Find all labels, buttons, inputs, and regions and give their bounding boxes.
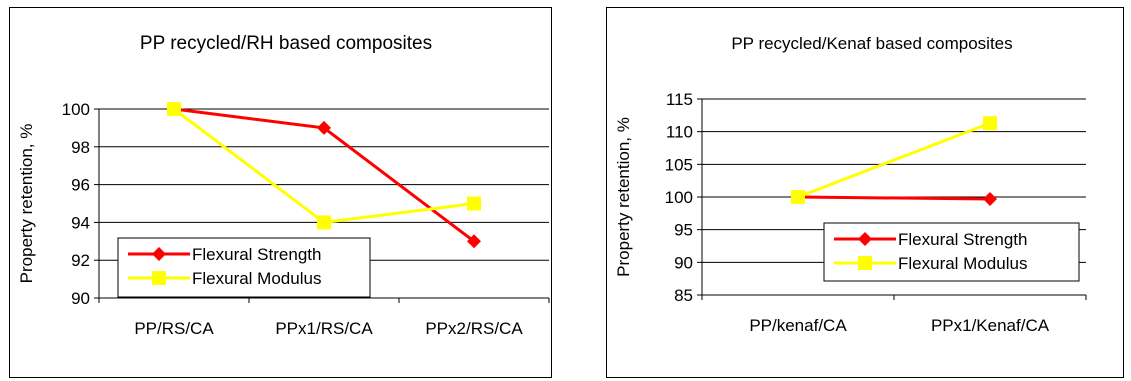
y-tick-label: 110 (666, 123, 693, 142)
chart-panel-kenaf: PP recycled/Kenaf based composites Proper… (606, 7, 1124, 378)
legend-box (823, 222, 1080, 282)
legend-entry: Flexural Modulus (898, 254, 1027, 273)
legend-swatch-marker (152, 247, 166, 261)
data-point (467, 234, 481, 249)
legend-swatch-marker (152, 271, 166, 285)
y-tick-label: 85 (674, 286, 693, 305)
chart-title: PP recycled/RH based composites (140, 33, 432, 54)
legend-entry: Flexural Modulus (192, 269, 321, 288)
y-tick-label: 100 (62, 100, 90, 119)
legend-swatch-marker (858, 256, 872, 270)
y-axis-label: Property retention, % (17, 124, 36, 284)
x-tick-label: PPx1/Kenaf/CA (931, 316, 1050, 335)
y-tick-label: 105 (665, 155, 693, 174)
y-tick-label: 95 (674, 221, 693, 240)
y-tick-label: 90 (71, 289, 90, 308)
data-point (467, 196, 481, 211)
y-axis-label: Property retention, % (614, 117, 633, 277)
data-point (317, 215, 331, 230)
series-line (797, 121, 991, 199)
series-line (797, 195, 991, 201)
x-tick-label: PP/kenaf/CA (749, 316, 847, 335)
chart-rh-composites: PP recycled/RH based composites Property … (17, 33, 550, 338)
y-tick-label: 90 (674, 253, 693, 272)
legend-entry: Flexural Strength (192, 245, 321, 264)
data-point (317, 120, 331, 135)
y-tick-label: 96 (71, 176, 90, 195)
legend-swatch-marker (858, 232, 872, 246)
chart-title: PP recycled/Kenaf based composites (731, 34, 1012, 53)
x-tick-label: PP/RS/CA (134, 319, 214, 338)
data-point (983, 191, 997, 206)
x-tick-label: PPx2/RS/CA (425, 319, 523, 338)
y-tick-label: 115 (666, 90, 693, 109)
legend: Flexural Strength Flexural Modulus (117, 237, 371, 298)
chart-kenaf-composites: PP recycled/Kenaf based composites Proper… (614, 34, 1087, 335)
legend: Flexural Strength Flexural Modulus (823, 222, 1080, 282)
chart-panel-rh: PP recycled/RH based composites Property … (9, 7, 552, 378)
y-tick-label: 94 (71, 213, 90, 232)
y-tick-label: 100 (665, 188, 693, 207)
y-tick-label: 92 (71, 251, 90, 270)
legend-box (117, 237, 371, 298)
data-point (983, 116, 997, 131)
y-tick-label: 98 (71, 138, 90, 157)
x-tick-label: PPx1/RS/CA (275, 319, 373, 338)
data-point (791, 190, 805, 204)
data-point (167, 102, 181, 116)
legend-entry: Flexural Strength (898, 230, 1027, 249)
